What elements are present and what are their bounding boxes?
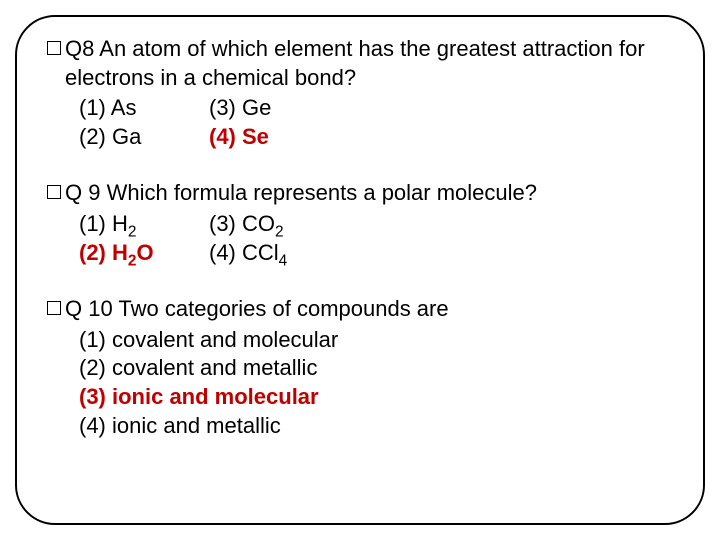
option-1: (1) H2 xyxy=(79,210,209,239)
option-2-answer: (2) H2O xyxy=(79,239,209,268)
option-4: (4) CCl4 xyxy=(209,239,287,268)
option-3: (3) CO2 xyxy=(209,210,284,239)
question-8-text: Q8 An atom of which element has the grea… xyxy=(65,35,673,92)
option-1-text: (1) H xyxy=(79,211,128,236)
subscript: 4 xyxy=(279,252,288,269)
question-10-label: Q 10 xyxy=(65,296,113,321)
question-10: Q 10 Two categories of compounds are (1)… xyxy=(47,295,673,440)
question-8-label: Q8 xyxy=(65,36,94,61)
option-1: (1) covalent and molecular xyxy=(79,326,673,355)
question-9-label: Q 9 xyxy=(65,180,100,205)
option-3-text: (3) CO xyxy=(209,211,275,236)
option-row: (1) H2 (3) CO2 xyxy=(79,210,673,239)
bullet-icon xyxy=(47,301,61,315)
question-10-header: Q 10 Two categories of compounds are xyxy=(47,295,673,324)
bullet-icon xyxy=(47,41,61,55)
option-4-answer: (4) Se xyxy=(209,123,269,152)
question-10-options: (1) covalent and molecular (2) covalent … xyxy=(79,326,673,440)
question-10-text: Q 10 Two categories of compounds are xyxy=(65,295,673,324)
question-8-prompt: An atom of which element has the greates… xyxy=(65,36,645,90)
option-row: (1) As (3) Ge xyxy=(79,94,673,123)
bullet-icon xyxy=(47,185,61,199)
question-9-options: (1) H2 (3) CO2 (2) H2O (4) CCl4 xyxy=(79,210,673,267)
question-9-prompt: Which formula represents a polar molecul… xyxy=(107,180,537,205)
option-3: (3) Ge xyxy=(209,94,271,123)
option-2: (2) covalent and metallic xyxy=(79,354,673,383)
option-2-tail: O xyxy=(136,240,153,265)
question-9-text: Q 9 Which formula represents a polar mol… xyxy=(65,179,673,208)
option-row: (2) Ga (4) Se xyxy=(79,123,673,152)
question-9-header: Q 9 Which formula represents a polar mol… xyxy=(47,179,673,208)
question-8: Q8 An atom of which element has the grea… xyxy=(47,35,673,151)
option-1: (1) As xyxy=(79,94,209,123)
option-4-text: (4) CCl xyxy=(209,240,279,265)
option-4: (4) ionic and metallic xyxy=(79,412,673,441)
option-2-text: (2) H xyxy=(79,240,128,265)
question-9: Q 9 Which formula represents a polar mol… xyxy=(47,179,673,267)
question-10-prompt: Two categories of compounds are xyxy=(118,296,448,321)
question-8-header: Q8 An atom of which element has the grea… xyxy=(47,35,673,92)
option-row: (2) H2O (4) CCl4 xyxy=(79,239,673,268)
option-2: (2) Ga xyxy=(79,123,209,152)
option-3-answer: (3) ionic and molecular xyxy=(79,383,673,412)
question-8-options: (1) As (3) Ge (2) Ga (4) Se xyxy=(79,94,673,151)
slide-frame: Q8 An atom of which element has the grea… xyxy=(15,15,705,525)
